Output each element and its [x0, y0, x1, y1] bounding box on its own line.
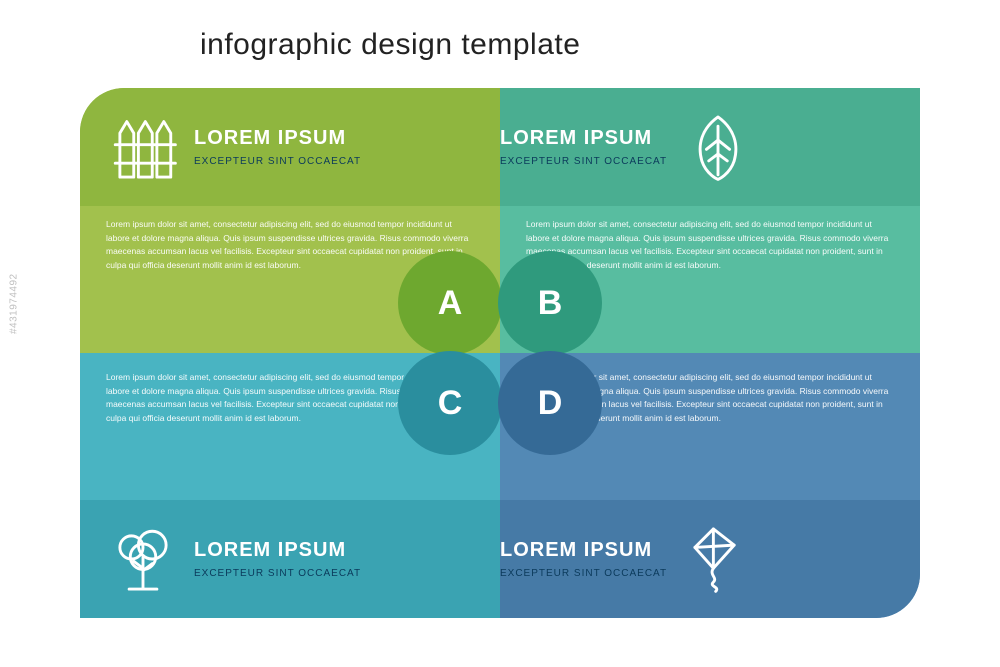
card-c-letter: C — [398, 351, 502, 455]
card-c-heading: LOREM IPSUM — [194, 539, 361, 562]
card-b-texts: LOREM IPSUM EXCEPTEUR SINT OCCAECAT — [500, 127, 667, 167]
card-b-letter: B — [498, 251, 602, 355]
top-row: LOREM IPSUM EXCEPTEUR SINT OCCAECAT Lore… — [80, 88, 920, 353]
kite-icon — [681, 522, 755, 596]
card-b-heading: LOREM IPSUM — [500, 127, 667, 150]
card-c-texts: LOREM IPSUM EXCEPTEUR SINT OCCAECAT — [194, 539, 361, 579]
card-d: LOREM IPSUM EXCEPTEUR SINT OCCAECAT Lore… — [500, 353, 920, 618]
card-b-band: LOREM IPSUM EXCEPTEUR SINT OCCAECAT — [500, 88, 920, 206]
card-c: LOREM IPSUM EXCEPTEUR SINT OCCAECAT Lore… — [80, 353, 500, 618]
infographic-page: infographic design template — [0, 0, 1000, 667]
card-b: LOREM IPSUM EXCEPTEUR SINT OCCAECAT Lore… — [500, 88, 920, 353]
card-a-letter: A — [398, 251, 502, 355]
bottom-row: LOREM IPSUM EXCEPTEUR SINT OCCAECAT Lore… — [80, 353, 920, 618]
card-d-subtitle: EXCEPTEUR SINT OCCAECAT — [500, 568, 667, 579]
card-b-subtitle: EXCEPTEUR SINT OCCAECAT — [500, 156, 667, 167]
card-d-texts: LOREM IPSUM EXCEPTEUR SINT OCCAECAT — [500, 539, 667, 579]
card-d-band: LOREM IPSUM EXCEPTEUR SINT OCCAECAT — [500, 500, 920, 618]
watermark: #431974492 — [9, 273, 20, 334]
card-c-band: LOREM IPSUM EXCEPTEUR SINT OCCAECAT — [80, 500, 500, 618]
leaf-icon — [681, 110, 755, 184]
card-a-texts: LOREM IPSUM EXCEPTEUR SINT OCCAECAT — [194, 127, 361, 167]
card-d-letter: D — [498, 351, 602, 455]
card-a-band: LOREM IPSUM EXCEPTEUR SINT OCCAECAT — [80, 88, 500, 206]
card-grid: LOREM IPSUM EXCEPTEUR SINT OCCAECAT Lore… — [80, 88, 920, 618]
tree-icon — [106, 522, 180, 596]
card-d-heading: LOREM IPSUM — [500, 539, 667, 562]
card-a: LOREM IPSUM EXCEPTEUR SINT OCCAECAT Lore… — [80, 88, 500, 353]
page-title: infographic design template — [200, 28, 580, 62]
card-a-heading: LOREM IPSUM — [194, 127, 361, 150]
card-a-subtitle: EXCEPTEUR SINT OCCAECAT — [194, 156, 361, 167]
fence-icon — [106, 110, 180, 184]
card-c-subtitle: EXCEPTEUR SINT OCCAECAT — [194, 568, 361, 579]
